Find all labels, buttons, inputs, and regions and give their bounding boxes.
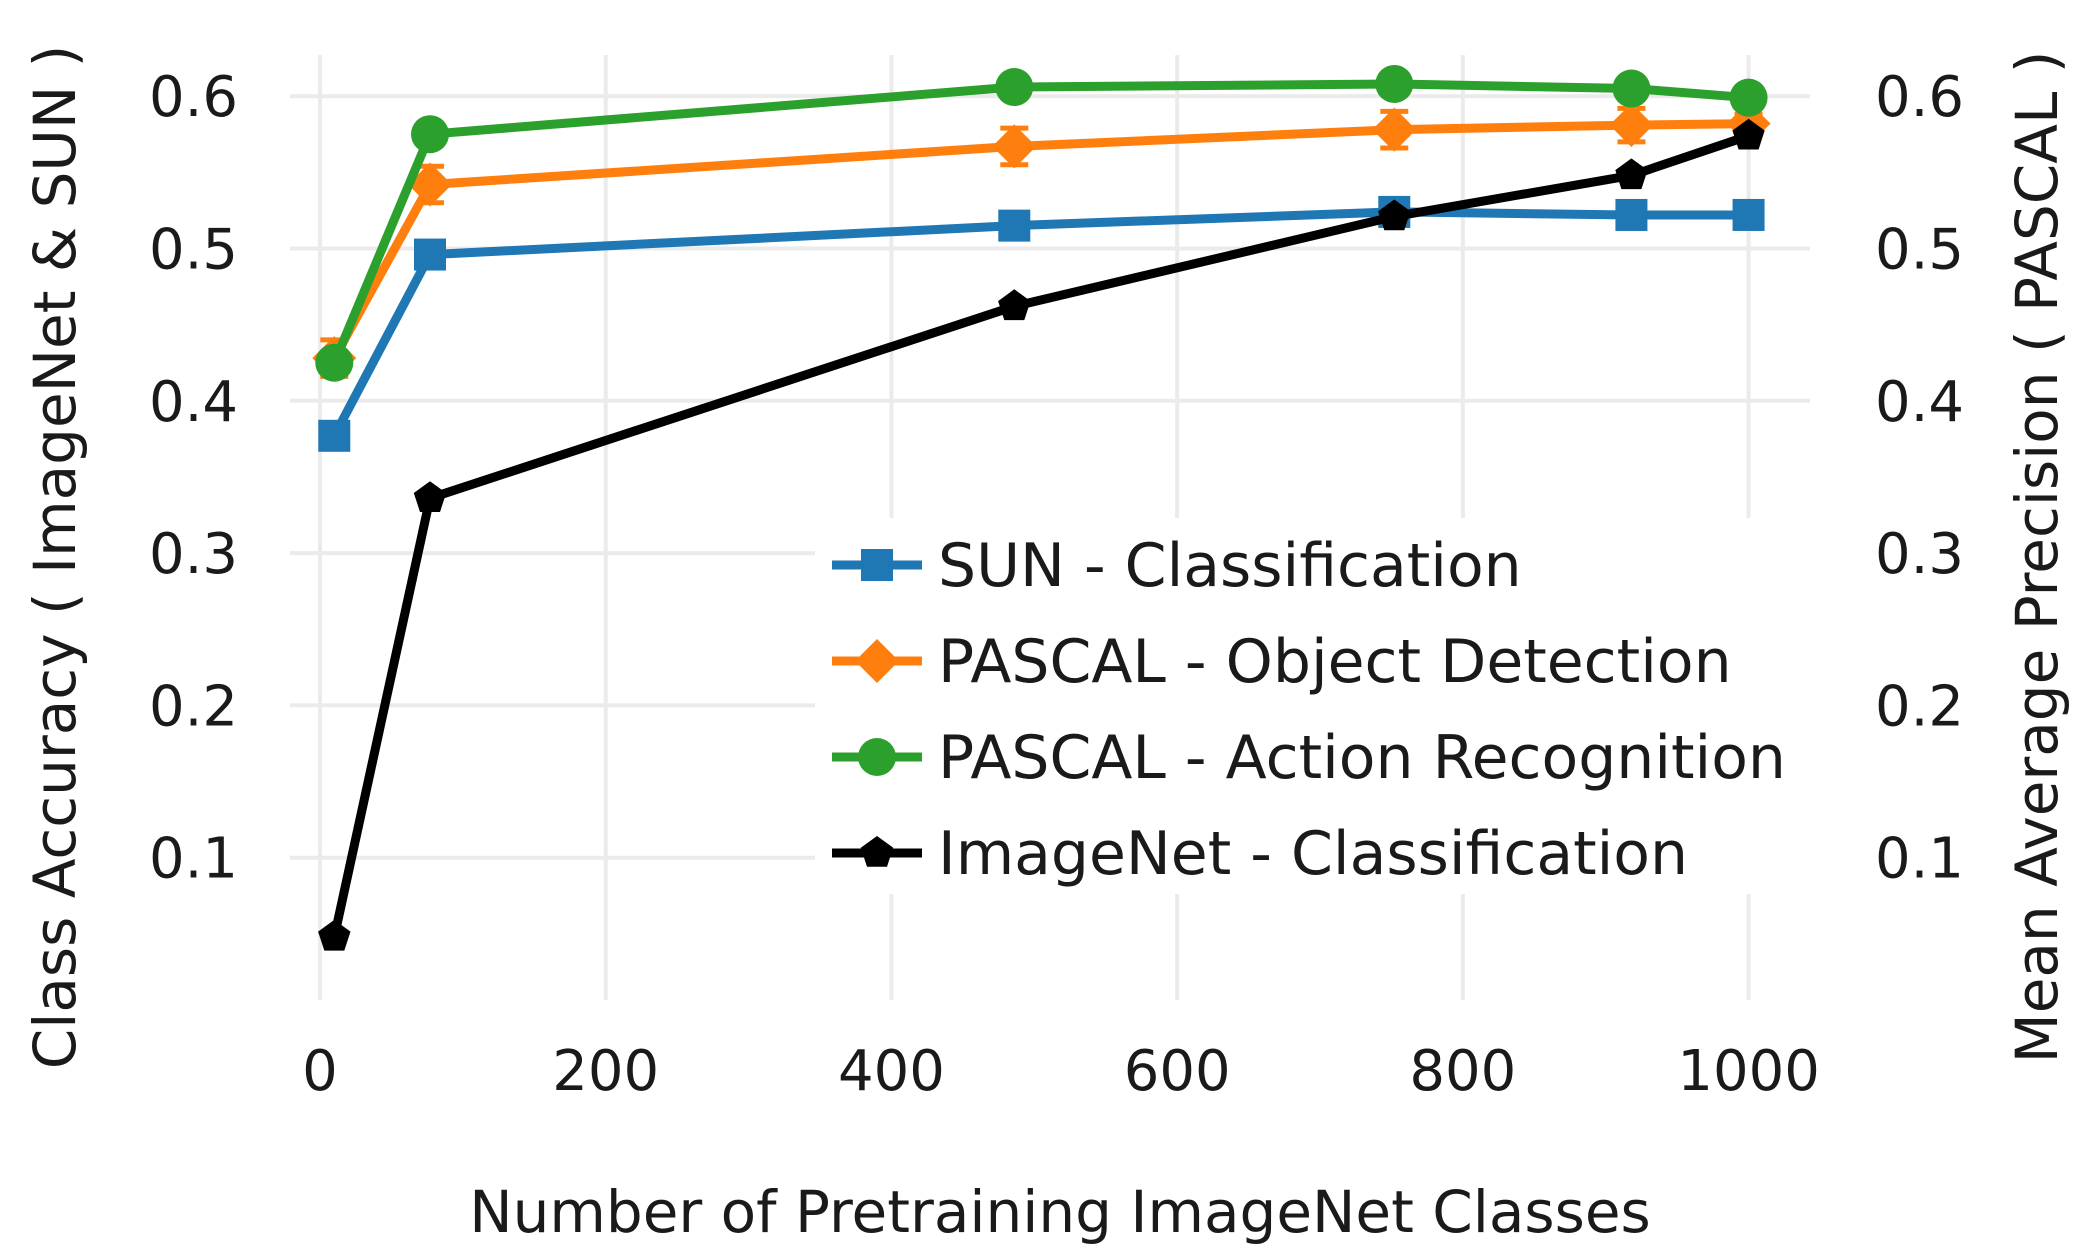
- data-point: [1615, 158, 1648, 190]
- y-tick-label-left: 0.2: [149, 674, 238, 739]
- series-line: [330, 79, 1749, 365]
- data-point: [1612, 69, 1651, 108]
- data-point: [1729, 78, 1768, 117]
- data-point: [1615, 198, 1648, 231]
- series-line: [330, 119, 1749, 361]
- x-tick-label: 1000: [1677, 1039, 1820, 1104]
- data-point: [315, 343, 354, 382]
- x-tick-label: 400: [838, 1039, 945, 1104]
- data-point: [414, 238, 446, 271]
- legend: SUN - Classification PASCAL - Object Dete…: [815, 518, 1820, 894]
- series-line: [330, 207, 1749, 438]
- data-point: [1732, 198, 1765, 231]
- y-tick-label-right: 0.5: [1875, 217, 1964, 282]
- data-point: [1609, 103, 1654, 148]
- legend-entry: PASCAL - Object Detection: [832, 627, 1732, 697]
- data-point: [998, 289, 1031, 321]
- legend-entry: ImageNet - Classification: [832, 819, 1688, 889]
- series-layer: [312, 64, 1771, 951]
- x-tick-label: 0: [302, 1039, 338, 1104]
- data-point: [318, 919, 351, 951]
- series-0: [318, 195, 1765, 452]
- y-tick-label-right: 0.1: [1875, 827, 1964, 892]
- series-1: [312, 101, 1771, 381]
- legend-label: SUN - Classification: [938, 531, 1522, 601]
- legend-entry: SUN - Classification: [832, 531, 1522, 601]
- data-point: [408, 162, 452, 207]
- data-point: [1375, 64, 1414, 103]
- y-tick-label-right: 0.6: [1875, 65, 1964, 130]
- x-axis-title: Number of Pretraining ImageNet Classes: [469, 1178, 1651, 1246]
- data-point: [1732, 118, 1765, 150]
- series-2: [315, 64, 1768, 382]
- legend-entry: PASCAL - Action Recognition: [832, 723, 1786, 793]
- y-axis-title-right: Mean Average Precision ( PASCAL ): [2003, 51, 2071, 1064]
- tick-labels: 0 200 400 600 800 1000 0.1 0.1 0.2 0.2 0.3 0.3 0.4 0.…: [149, 65, 1964, 1104]
- data-point: [411, 115, 449, 154]
- y-tick-label-left: 0.1: [149, 827, 238, 892]
- series-line: [329, 131, 1751, 938]
- data-point: [1378, 199, 1411, 231]
- y-tick-label-left: 0.3: [149, 522, 238, 587]
- legend-swatch-marker: [861, 549, 893, 581]
- legend-background: [815, 518, 1820, 894]
- y-axis-title-left: Class Accuracy ( ImageNet & SUN ): [21, 45, 89, 1070]
- x-tick-label: 800: [1409, 1039, 1516, 1104]
- data-point: [413, 481, 447, 512]
- legend-swatch-marker: [858, 738, 896, 776]
- data-point: [1372, 107, 1417, 152]
- data-point: [318, 419, 351, 452]
- legend-label: ImageNet - Classification: [938, 819, 1688, 889]
- legend-swatch-marker: [855, 639, 899, 683]
- data-point: [992, 124, 1037, 169]
- data-point: [998, 209, 1031, 242]
- y-tick-label-left: 0.4: [149, 370, 238, 435]
- y-tick-label-left: 0.6: [149, 65, 238, 130]
- legend-label: PASCAL - Action Recognition: [938, 723, 1786, 793]
- series-3: [318, 118, 1765, 951]
- x-tick-label: 600: [1124, 1039, 1231, 1104]
- legend-label: PASCAL - Object Detection: [938, 627, 1732, 697]
- x-tick-label: 200: [552, 1039, 659, 1104]
- y-tick-label-right: 0.2: [1875, 674, 1964, 739]
- legend-swatch-marker: [860, 836, 894, 867]
- y-tick-label-left: 0.5: [149, 217, 238, 282]
- y-tick-label-right: 0.3: [1875, 522, 1964, 587]
- data-point: [995, 68, 1034, 107]
- y-tick-label-right: 0.4: [1875, 370, 1964, 435]
